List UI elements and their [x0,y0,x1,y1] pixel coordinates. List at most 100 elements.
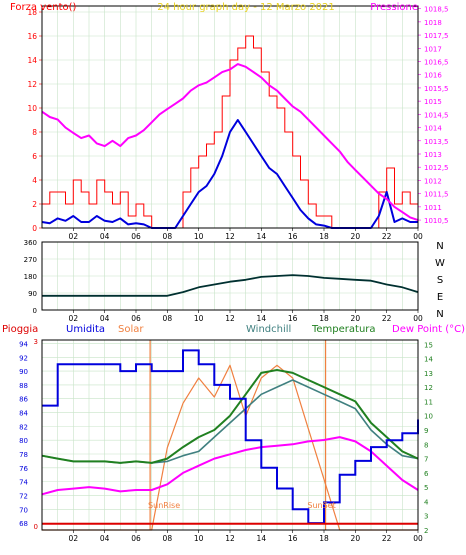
y-left-tick-label: 78 [19,451,28,459]
x-tick-label: 10 [194,534,204,543]
x-tick-label: 02 [69,534,79,543]
y-right-tick-label: 13 [424,370,433,378]
y-left-tick-label: 270 [24,256,37,264]
x-tick-label: 16 [288,232,298,241]
direction-label: W [435,258,445,269]
y-left-tick-label: 80 [19,437,28,445]
y-right-tick-label: 15 [424,341,433,349]
y-left-tick-label: 90 [28,290,37,298]
plot-frame-2 [41,241,419,311]
x-tick-label: 02 [69,314,79,323]
x-tick-label: 04 [100,232,110,241]
x-tick-label: 22 [382,534,392,543]
y-right-tick-label: 1017,5 [424,32,449,40]
y-right-tick-label: 1016,5 [424,59,449,67]
y-left-tick-label: 84 [19,410,28,418]
direction-label: N [436,241,443,252]
x-tick-label: 06 [131,314,141,323]
x-tick-label: 14 [257,232,267,241]
x-tick-label: 00 [413,534,423,543]
y-right-tick-label: 11 [424,398,433,406]
y-left-tick-label: 90 [19,368,28,376]
x-tick-label: 16 [288,534,298,543]
x-tick-label: 22 [382,232,392,241]
y-right-tick-label: 1014,5 [424,111,449,119]
x-tick-label: 12 [225,314,235,323]
x-tick-label: 10 [194,232,204,241]
y-right-tick-label: 1018 [424,19,442,27]
legend-label: Dew Point (°C) [392,324,465,335]
y-right-tick-label: 9 [424,427,428,435]
y-left-tick-label: 92 [19,354,28,362]
y-right-tick-label: 14 [424,356,433,364]
x-tick-label: 18 [319,314,329,323]
x-tick-label: 14 [257,534,267,543]
legend-label: Windchill [246,324,291,335]
x-tick-label: 16 [288,314,298,323]
y-right-tick-label: 10 [424,413,433,421]
x-tick-label: 08 [163,314,173,323]
x-tick-label: 08 [163,232,173,241]
y-right-tick-label: 1012 [424,177,442,185]
series-temperature [41,369,419,464]
series-dewpoint [41,436,419,496]
y-right-tick-label: 1013,5 [424,138,449,146]
right-axis-label: Pressione [370,2,418,13]
y-left-tick-label: 88 [19,382,28,390]
y-left-tick-label: 94 [19,340,28,348]
y-left-tick-label: 10 [27,104,37,113]
series-humidity [42,349,419,525]
legend-label: Umidita [66,324,105,335]
rain-tick-label: 3 [34,338,38,346]
y-right-tick-label: 1012,5 [424,164,449,172]
x-tick-label: 10 [194,314,204,323]
direction-label: N [436,309,443,320]
y-right-tick-label: 1010,5 [424,217,449,225]
plot-frame-1 [41,5,419,229]
y-left-tick-label: 72 [19,492,28,500]
y-left-tick-label: 180 [24,273,37,281]
y-left-tick-label: 68 [19,520,28,528]
y-right-tick-label: 8 [424,441,428,449]
x-tick-label: 12 [225,534,235,543]
y-left-tick-label: 6 [32,152,37,161]
x-tick-label: 20 [351,314,361,323]
y-right-tick-label: 7 [424,456,428,464]
y-left-tick-label: 14 [27,56,37,65]
y-left-tick-label: 86 [19,396,28,404]
x-tick-label: 14 [257,314,267,323]
legend-label: Pioggia [2,324,38,335]
y-left-tick-label: 82 [19,423,28,431]
x-tick-label: 00 [413,232,423,241]
y-right-tick-label: 1015 [424,98,442,106]
y-left-tick-label: 4 [32,176,37,185]
legend-label: Solar [118,324,144,335]
x-tick-label: 20 [351,534,361,543]
x-tick-label: 08 [163,534,173,543]
y-right-tick-label: 1011,5 [424,191,449,199]
left-axis-label: Forza vento() [10,2,77,13]
y-right-tick-label: 12 [424,384,433,392]
direction-label: E [437,292,443,303]
series-wind-direction [42,274,419,297]
y-right-tick-label: 6 [424,470,429,478]
y-right-tick-label: 2 [424,527,428,535]
x-tick-label: 06 [131,232,141,241]
series-pressure [41,63,419,222]
sunset-label: SunSet [307,501,335,510]
y-right-tick-label: 1015,5 [424,85,449,93]
x-tick-label: 06 [131,534,141,543]
y-left-tick-label: 2 [32,200,37,209]
y-left-tick-label: 0 [33,307,37,315]
y-left-tick-label: 18 [27,8,37,17]
y-left-tick-label: 76 [19,465,28,473]
x-tick-label: 18 [319,232,329,241]
chart-title: 24 hour graph day - 12 Marzo 2021 [157,2,335,13]
x-tick-label: 04 [100,534,110,543]
rain-tick-label: 0 [34,523,38,531]
y-left-tick-label: 16 [27,32,37,41]
y-right-tick-label: 4 [424,498,429,506]
y-left-tick-label: 70 [19,506,28,514]
x-tick-label: 00 [413,314,423,323]
